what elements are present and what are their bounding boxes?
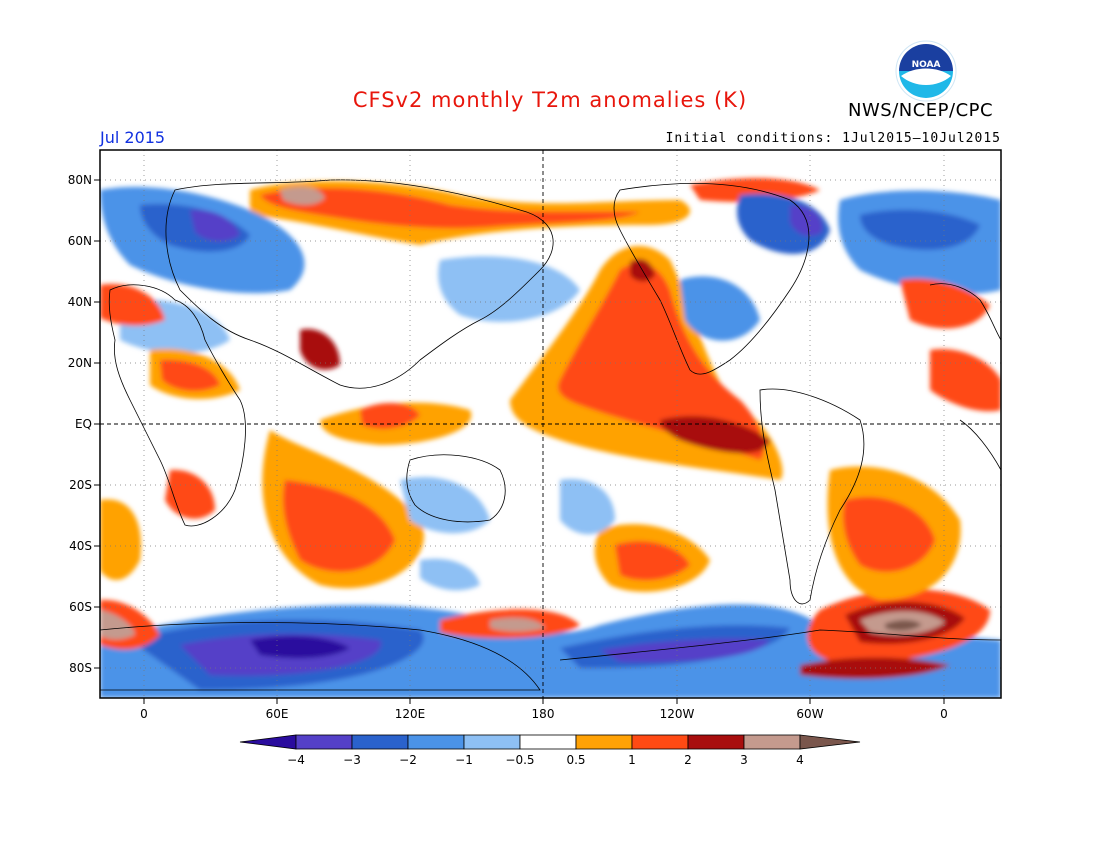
agency-label: NWS/NCEP/CPC <box>848 100 994 121</box>
colorbar-swatch <box>799 734 861 750</box>
colorbar-label: −3 <box>343 753 361 767</box>
colorbar-swatch <box>295 734 353 750</box>
colorbar-label: 3 <box>740 753 748 767</box>
valid-month-label: Jul 2015 <box>100 128 166 147</box>
initial-conditions-label: Initial conditions: 1Jul2015–10Jul2015 <box>665 131 1001 146</box>
colorbar-label: 1 <box>628 753 636 767</box>
lon-label: 0 <box>940 707 948 721</box>
colorbar-swatch <box>743 734 801 750</box>
colorbar-swatch <box>407 734 465 750</box>
lat-label: 60S <box>69 600 92 614</box>
colorbar <box>239 734 861 750</box>
colorbar-swatch <box>687 734 745 750</box>
lon-label: 0 <box>140 707 148 721</box>
lat-label: 80N <box>68 173 92 187</box>
lat-label: 60N <box>68 234 92 248</box>
lat-label: 20S <box>69 478 92 492</box>
colorbar-label: 2 <box>684 753 692 767</box>
coastlines <box>100 179 1001 691</box>
noaa-logo: NOAA <box>895 40 957 102</box>
map-grid <box>100 150 1001 698</box>
chart-title: CFSv2 monthly T2m anomalies (K) <box>352 88 748 112</box>
colorbar-swatch <box>631 734 689 750</box>
colorbar-swatch <box>351 734 409 750</box>
colorbar-label: −0.5 <box>505 753 534 767</box>
lat-label: 40N <box>68 295 92 309</box>
colorbar-swatch <box>463 734 521 750</box>
lon-label: 60W <box>796 707 823 721</box>
colorbar-swatch <box>519 734 577 750</box>
colorbar-label: −4 <box>287 753 305 767</box>
equator-and-dateline <box>100 150 1001 698</box>
colorbar-label: 4 <box>796 753 804 767</box>
lat-label: 40S <box>69 539 92 553</box>
colorbar-label: 0.5 <box>566 753 585 767</box>
colorbar-swatch <box>575 734 633 750</box>
colorbar-label: −1 <box>455 753 473 767</box>
lat-label: EQ <box>75 417 92 431</box>
colorbar-swatch <box>239 734 297 750</box>
lon-label: 120E <box>395 707 426 721</box>
noaa-logo-text: NOAA <box>912 60 941 70</box>
colorbar-label: −2 <box>399 753 417 767</box>
lon-label: 120W <box>660 707 695 721</box>
lon-label: 60E <box>266 707 289 721</box>
lat-label: 80S <box>69 661 92 675</box>
lat-label: 20N <box>68 356 92 370</box>
lon-label: 180 <box>532 707 555 721</box>
